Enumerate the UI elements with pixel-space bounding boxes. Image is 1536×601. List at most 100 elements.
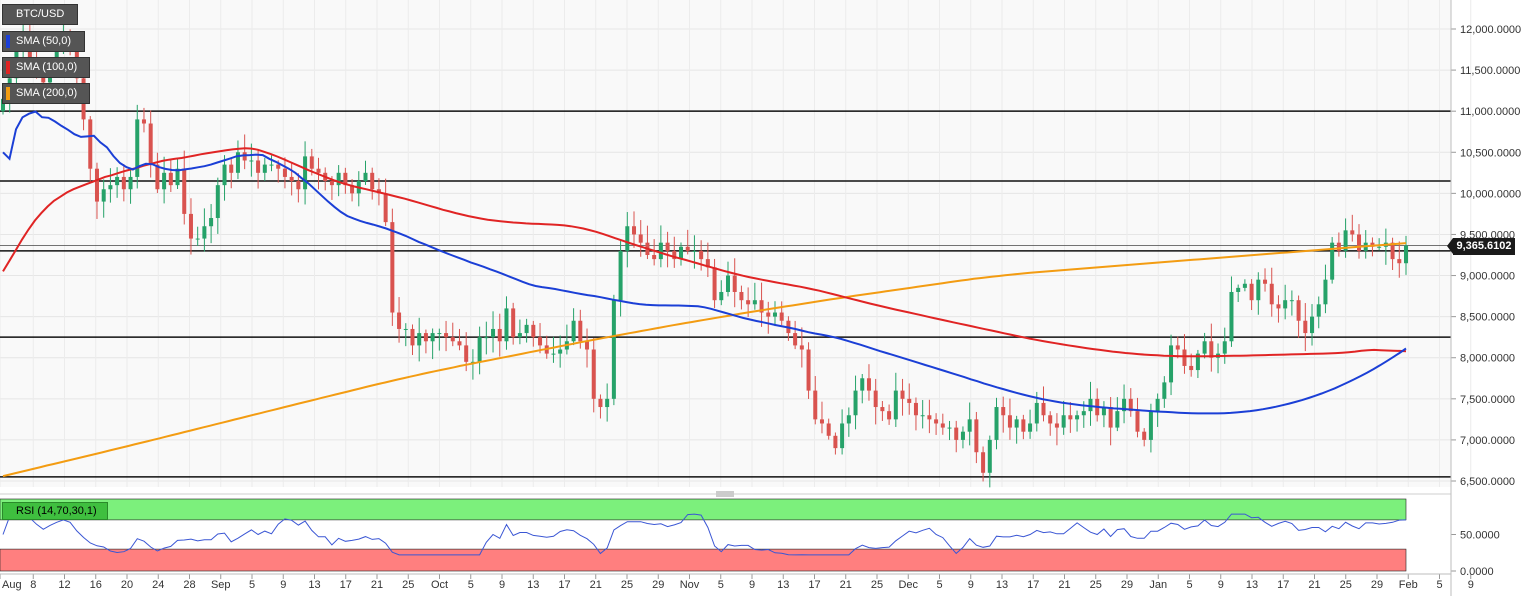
candle-body bbox=[249, 160, 254, 162]
candle-body bbox=[772, 312, 777, 317]
x-tick-label: 5 bbox=[936, 579, 942, 591]
candle-body bbox=[1054, 423, 1059, 428]
rsi-overbought-zone bbox=[0, 498, 1407, 521]
candle-body bbox=[766, 312, 771, 317]
candle-body bbox=[873, 390, 878, 408]
candle-body bbox=[692, 250, 697, 252]
candle-body bbox=[1330, 242, 1335, 280]
x-tick-label: 9 bbox=[749, 579, 755, 591]
candle-body bbox=[303, 156, 308, 190]
candle-body bbox=[403, 328, 408, 330]
candle-body bbox=[1034, 402, 1039, 424]
sma200-label: SMA (200,0) bbox=[16, 87, 78, 99]
candle-body bbox=[1048, 415, 1053, 424]
candle-body bbox=[1162, 382, 1167, 399]
candle-body bbox=[920, 415, 925, 417]
candle-body bbox=[746, 300, 751, 305]
candle-body bbox=[679, 246, 684, 260]
candle-body bbox=[1195, 353, 1200, 371]
candle-body bbox=[135, 119, 140, 177]
candle-body bbox=[269, 164, 274, 166]
candle-body bbox=[1377, 246, 1382, 248]
x-tick-label: 9 bbox=[280, 579, 286, 591]
candle-body bbox=[128, 176, 133, 190]
rsi-legend[interactable]: RSI (14,70,30,1) bbox=[2, 502, 108, 520]
candle-body bbox=[591, 349, 596, 399]
x-tick-label: 29 bbox=[1371, 579, 1383, 591]
candle-body bbox=[719, 291, 724, 301]
candle-body bbox=[551, 353, 556, 355]
candle-body bbox=[860, 378, 865, 391]
x-tick-label: 25 bbox=[871, 579, 883, 591]
x-tick-label: 13 bbox=[527, 579, 539, 591]
y-tick-label: 8,000.0000 bbox=[1460, 353, 1515, 365]
candle-body bbox=[383, 193, 388, 223]
x-tick-label: 13 bbox=[308, 579, 320, 591]
candle-body bbox=[1403, 245, 1409, 264]
candle-body bbox=[215, 185, 220, 219]
candle-body bbox=[974, 419, 979, 453]
sma200-legend[interactable]: SMA (200,0) bbox=[2, 83, 90, 104]
candle-body bbox=[316, 168, 321, 173]
x-tick-label: 25 bbox=[402, 579, 414, 591]
candle-body bbox=[833, 435, 838, 449]
candle-body bbox=[739, 291, 744, 301]
current-price-tag: 9,365.6102 bbox=[1447, 238, 1515, 255]
sma100-legend[interactable]: SMA (100,0) bbox=[2, 57, 90, 78]
candle-body bbox=[162, 172, 167, 190]
candle-body bbox=[1001, 407, 1006, 416]
x-tick-label: 8 bbox=[30, 579, 36, 591]
x-tick-label: 9 bbox=[1218, 579, 1224, 591]
candle-body bbox=[256, 160, 261, 173]
x-tick-label: 24 bbox=[152, 579, 164, 591]
sma50-legend[interactable]: SMA (50,0) bbox=[2, 31, 85, 52]
x-tick-label: 25 bbox=[621, 579, 633, 591]
candle-body bbox=[289, 176, 294, 182]
candle-body bbox=[1276, 304, 1281, 309]
candle-body bbox=[632, 226, 637, 235]
candle-body bbox=[470, 361, 475, 363]
x-tick-label: Jan bbox=[1149, 579, 1167, 591]
candle-body bbox=[672, 250, 677, 260]
candle-body bbox=[282, 168, 287, 177]
x-tick-label: 25 bbox=[1090, 579, 1102, 591]
x-tick-label: 17 bbox=[340, 579, 352, 591]
candle-body bbox=[880, 407, 885, 412]
candle-body bbox=[1101, 407, 1106, 416]
candle-body bbox=[88, 119, 93, 169]
candle-body bbox=[477, 337, 482, 362]
x-tick-label: Dec bbox=[898, 579, 918, 591]
candle-body bbox=[1041, 402, 1046, 416]
candle-body bbox=[893, 390, 898, 420]
candle-body bbox=[806, 349, 811, 391]
candle-body bbox=[605, 398, 610, 408]
candle-body bbox=[1182, 349, 1187, 366]
candle-body bbox=[464, 345, 469, 362]
candle-body bbox=[887, 411, 892, 420]
x-tick-label: Aug bbox=[2, 579, 22, 591]
candle-body bbox=[1155, 398, 1160, 412]
candle-body bbox=[940, 423, 945, 428]
candle-body bbox=[960, 431, 965, 440]
candle-body bbox=[1115, 411, 1120, 428]
pane-resize-handle[interactable] bbox=[716, 491, 734, 497]
candle-body bbox=[638, 234, 643, 243]
x-tick-label: 17 bbox=[808, 579, 820, 591]
symbol-legend[interactable]: BTC/USD bbox=[2, 4, 78, 25]
candle-body bbox=[618, 250, 623, 301]
candle-body bbox=[1007, 415, 1012, 428]
candle-body bbox=[732, 275, 737, 292]
candle-body bbox=[296, 181, 301, 190]
candle-body bbox=[262, 164, 267, 173]
candle-body bbox=[1316, 304, 1321, 317]
candle-body bbox=[484, 337, 489, 339]
candle-body bbox=[397, 312, 402, 329]
candle-body bbox=[1081, 411, 1086, 416]
candle-body bbox=[1148, 411, 1153, 440]
candle-body bbox=[1242, 283, 1247, 288]
candle-body bbox=[1068, 415, 1073, 420]
candle-body bbox=[954, 427, 959, 440]
candle-body bbox=[1249, 283, 1254, 301]
